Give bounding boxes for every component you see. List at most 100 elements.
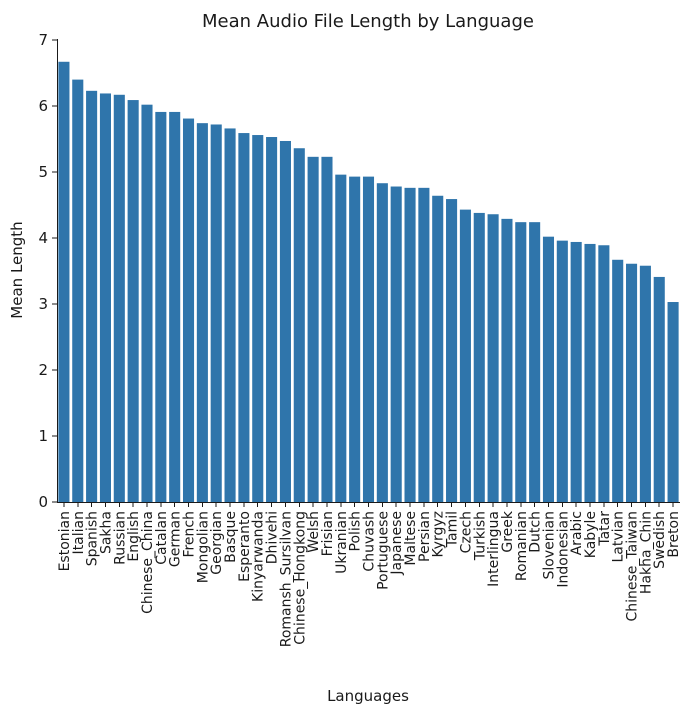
bar-turkish bbox=[473, 212, 485, 503]
x-tick-label: Chuvash bbox=[362, 511, 378, 572]
x-tick-label: Tatar bbox=[597, 511, 613, 547]
bar-russian bbox=[113, 94, 125, 502]
x-tick-label: Kyrgyz bbox=[431, 511, 447, 557]
x-axis: EstonianItalianSpanishSakhaRussianEnglis… bbox=[57, 502, 682, 647]
x-tick-label: Persian bbox=[417, 511, 433, 562]
x-tick-label: Swedish bbox=[652, 511, 668, 569]
x-tick-label: Chinese_Taiwan bbox=[625, 511, 641, 622]
x-tick-label: Mongolian bbox=[195, 511, 211, 583]
bar-tamil bbox=[446, 199, 458, 502]
bar-english bbox=[127, 100, 139, 502]
x-tick-label: Ukranian bbox=[334, 511, 350, 574]
x-tick-label: Indonesian bbox=[555, 511, 571, 588]
y-tick-label: 3 bbox=[38, 295, 48, 313]
x-tick-label: Frisian bbox=[320, 511, 336, 556]
bar-esperanto bbox=[238, 133, 250, 502]
bar-japanese bbox=[390, 186, 402, 502]
bar-maltese bbox=[404, 187, 416, 502]
x-tick-label: Romanian bbox=[514, 511, 530, 581]
x-tick-label: Portuguese bbox=[375, 511, 391, 590]
bar-kabyle bbox=[584, 243, 596, 502]
x-tick-label: Czech bbox=[458, 511, 474, 553]
x-tick-label: Spanish bbox=[85, 511, 101, 566]
bar-chinese-hongkong bbox=[293, 148, 305, 503]
x-tick-label: Kinyarwanda bbox=[251, 511, 267, 602]
x-tick-label: Interlingua bbox=[486, 511, 502, 587]
x-axis-label: Languages bbox=[327, 687, 409, 705]
x-tick-label: Welsh bbox=[306, 511, 322, 553]
x-tick-label: Japanese bbox=[389, 511, 405, 576]
bar-czech bbox=[459, 209, 471, 502]
chart-title: Mean Audio File Length by Language bbox=[202, 11, 534, 32]
bar-tatar bbox=[598, 245, 610, 502]
x-tick-label: Latvian bbox=[611, 511, 627, 563]
bar-spanish bbox=[86, 90, 98, 502]
bar-mongolian bbox=[196, 123, 208, 502]
bar-kinyarwanda bbox=[252, 135, 264, 503]
x-tick-label: Romansh_Sursilvan bbox=[278, 511, 294, 647]
x-tick-label: Hakha_Chin bbox=[638, 511, 654, 594]
bar-greek bbox=[501, 218, 513, 503]
y-tick-label: 1 bbox=[38, 427, 48, 445]
x-tick-label: Estonian bbox=[57, 511, 73, 571]
bar-dutch bbox=[529, 222, 541, 502]
x-tick-label: Georgian bbox=[209, 511, 225, 575]
x-tick-label: English bbox=[126, 511, 142, 562]
x-tick-label: Chinese_China bbox=[140, 511, 156, 614]
bar-ukranian bbox=[335, 174, 347, 502]
x-tick-label: Breton bbox=[666, 511, 682, 558]
bar-chuvash bbox=[362, 176, 375, 502]
bar-georgian bbox=[210, 124, 222, 502]
x-tick-label: Dhivehi bbox=[265, 511, 281, 564]
bar-hakha-chin bbox=[639, 265, 651, 502]
x-tick-label: German bbox=[168, 511, 184, 567]
bar-french bbox=[182, 118, 195, 502]
bar-romanian bbox=[515, 222, 527, 502]
x-tick-label: Kabyle bbox=[583, 511, 599, 558]
bar-indonesian bbox=[556, 240, 568, 502]
x-tick-label: Dutch bbox=[528, 511, 544, 553]
y-axis: 0 1 2 3 4 5 6 7 bbox=[38, 31, 57, 511]
bars-group bbox=[58, 61, 679, 503]
y-tick-label: 6 bbox=[38, 97, 48, 115]
x-tick-label: French bbox=[182, 511, 198, 558]
y-tick-label: 2 bbox=[38, 361, 48, 379]
bar-arabic bbox=[570, 241, 582, 502]
bar-interlingua bbox=[487, 214, 499, 503]
bar-italian bbox=[72, 79, 84, 502]
bar-german bbox=[169, 111, 181, 502]
x-tick-label: Tamil bbox=[445, 511, 461, 548]
y-tick-label: 5 bbox=[38, 163, 48, 181]
x-tick-label: Esperanto bbox=[237, 511, 253, 582]
bar-slovenian bbox=[542, 236, 555, 502]
x-tick-label: Slovenian bbox=[541, 511, 557, 579]
bar-sakha bbox=[99, 93, 111, 503]
bar-swedish bbox=[653, 276, 665, 502]
bar-kyrgyz bbox=[432, 195, 444, 502]
bar-basque bbox=[224, 128, 236, 502]
x-tick-label: Arabic bbox=[569, 511, 585, 555]
bar-breton bbox=[667, 302, 679, 502]
bar-dhivehi bbox=[266, 137, 278, 502]
x-tick-label: Italian bbox=[71, 511, 87, 554]
bar-estonian bbox=[58, 61, 70, 502]
bar-welsh bbox=[307, 156, 319, 502]
x-tick-label: Sakha bbox=[98, 511, 114, 554]
x-tick-label: Chinese_Hongkong bbox=[292, 511, 308, 645]
x-tick-label: Greek bbox=[500, 510, 516, 553]
x-tick-label: Turkish bbox=[472, 511, 488, 561]
y-tick-label: 4 bbox=[38, 229, 48, 247]
bar-chinese-taiwan bbox=[626, 263, 638, 502]
bar-portuguese bbox=[376, 183, 388, 502]
bar-persian bbox=[418, 187, 430, 502]
y-tick-label: 7 bbox=[38, 31, 48, 49]
bar-latvian bbox=[612, 259, 624, 502]
x-tick-label: Russian bbox=[112, 511, 128, 565]
y-axis-label: Mean Length bbox=[8, 221, 26, 318]
bar-polish bbox=[349, 176, 361, 502]
bar-chinese-china bbox=[141, 104, 153, 503]
x-tick-label: Maltese bbox=[403, 511, 419, 566]
bar-catalan bbox=[155, 111, 167, 502]
x-tick-label: Basque bbox=[223, 511, 239, 563]
